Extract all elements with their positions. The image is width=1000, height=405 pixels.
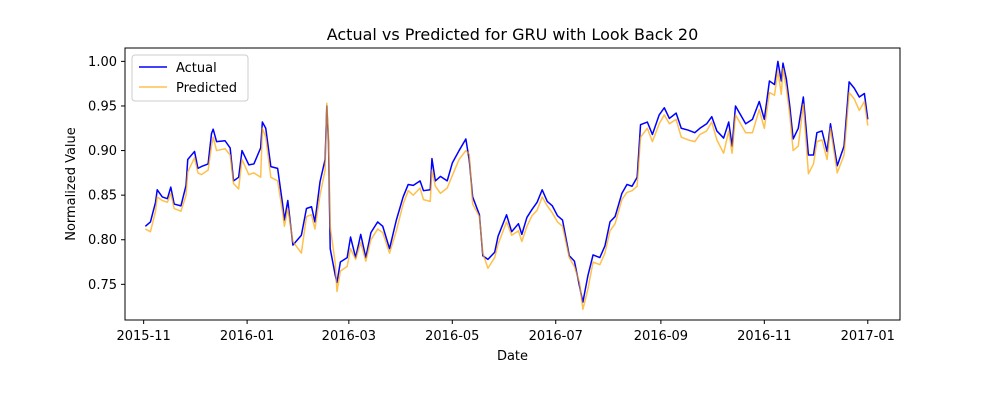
chart-title: Actual vs Predicted for GRU with Look Ba…: [327, 25, 699, 44]
legend-label-predicted: Predicted: [176, 81, 237, 96]
x-tick-label: 2016-09: [634, 329, 688, 344]
y-axis-label: Normalized Value: [64, 127, 79, 241]
x-axis-label: Date: [497, 349, 528, 364]
x-tick-label: 2016-07: [529, 329, 583, 344]
legend: Actual Predicted: [131, 54, 249, 102]
y-tick-label: 0.95: [88, 99, 117, 114]
series-line-actual: [144, 60, 869, 303]
legend-label-actual: Actual: [176, 61, 217, 76]
y-tick-label: 0.90: [88, 144, 117, 159]
x-tick-label: 2016-03: [322, 329, 376, 344]
y-tick-label: 0.85: [88, 189, 117, 204]
x-tick-label: 2015-11: [116, 329, 170, 344]
x-tick-label: 2016-05: [425, 329, 479, 344]
x-tick-label: 2016-01: [220, 329, 274, 344]
series-line-predicted: [145, 67, 869, 311]
y-tick-label: 0.75: [88, 278, 117, 293]
y-axis-ticks: 0.75 0.80 0.85 0.90 0.95 1.00: [88, 55, 125, 293]
plot-frame: [124, 47, 901, 321]
x-tick-label: 2016-11: [737, 329, 791, 344]
y-tick-label: 1.00: [88, 55, 117, 70]
y-tick-label: 0.80: [88, 233, 117, 248]
series-layer: [144, 60, 869, 311]
x-axis-ticks: 2015-11 2016-01 2016-03 2016-05 2016-07 2016-…: [116, 320, 895, 344]
x-tick-label: 2017-01: [841, 329, 895, 344]
